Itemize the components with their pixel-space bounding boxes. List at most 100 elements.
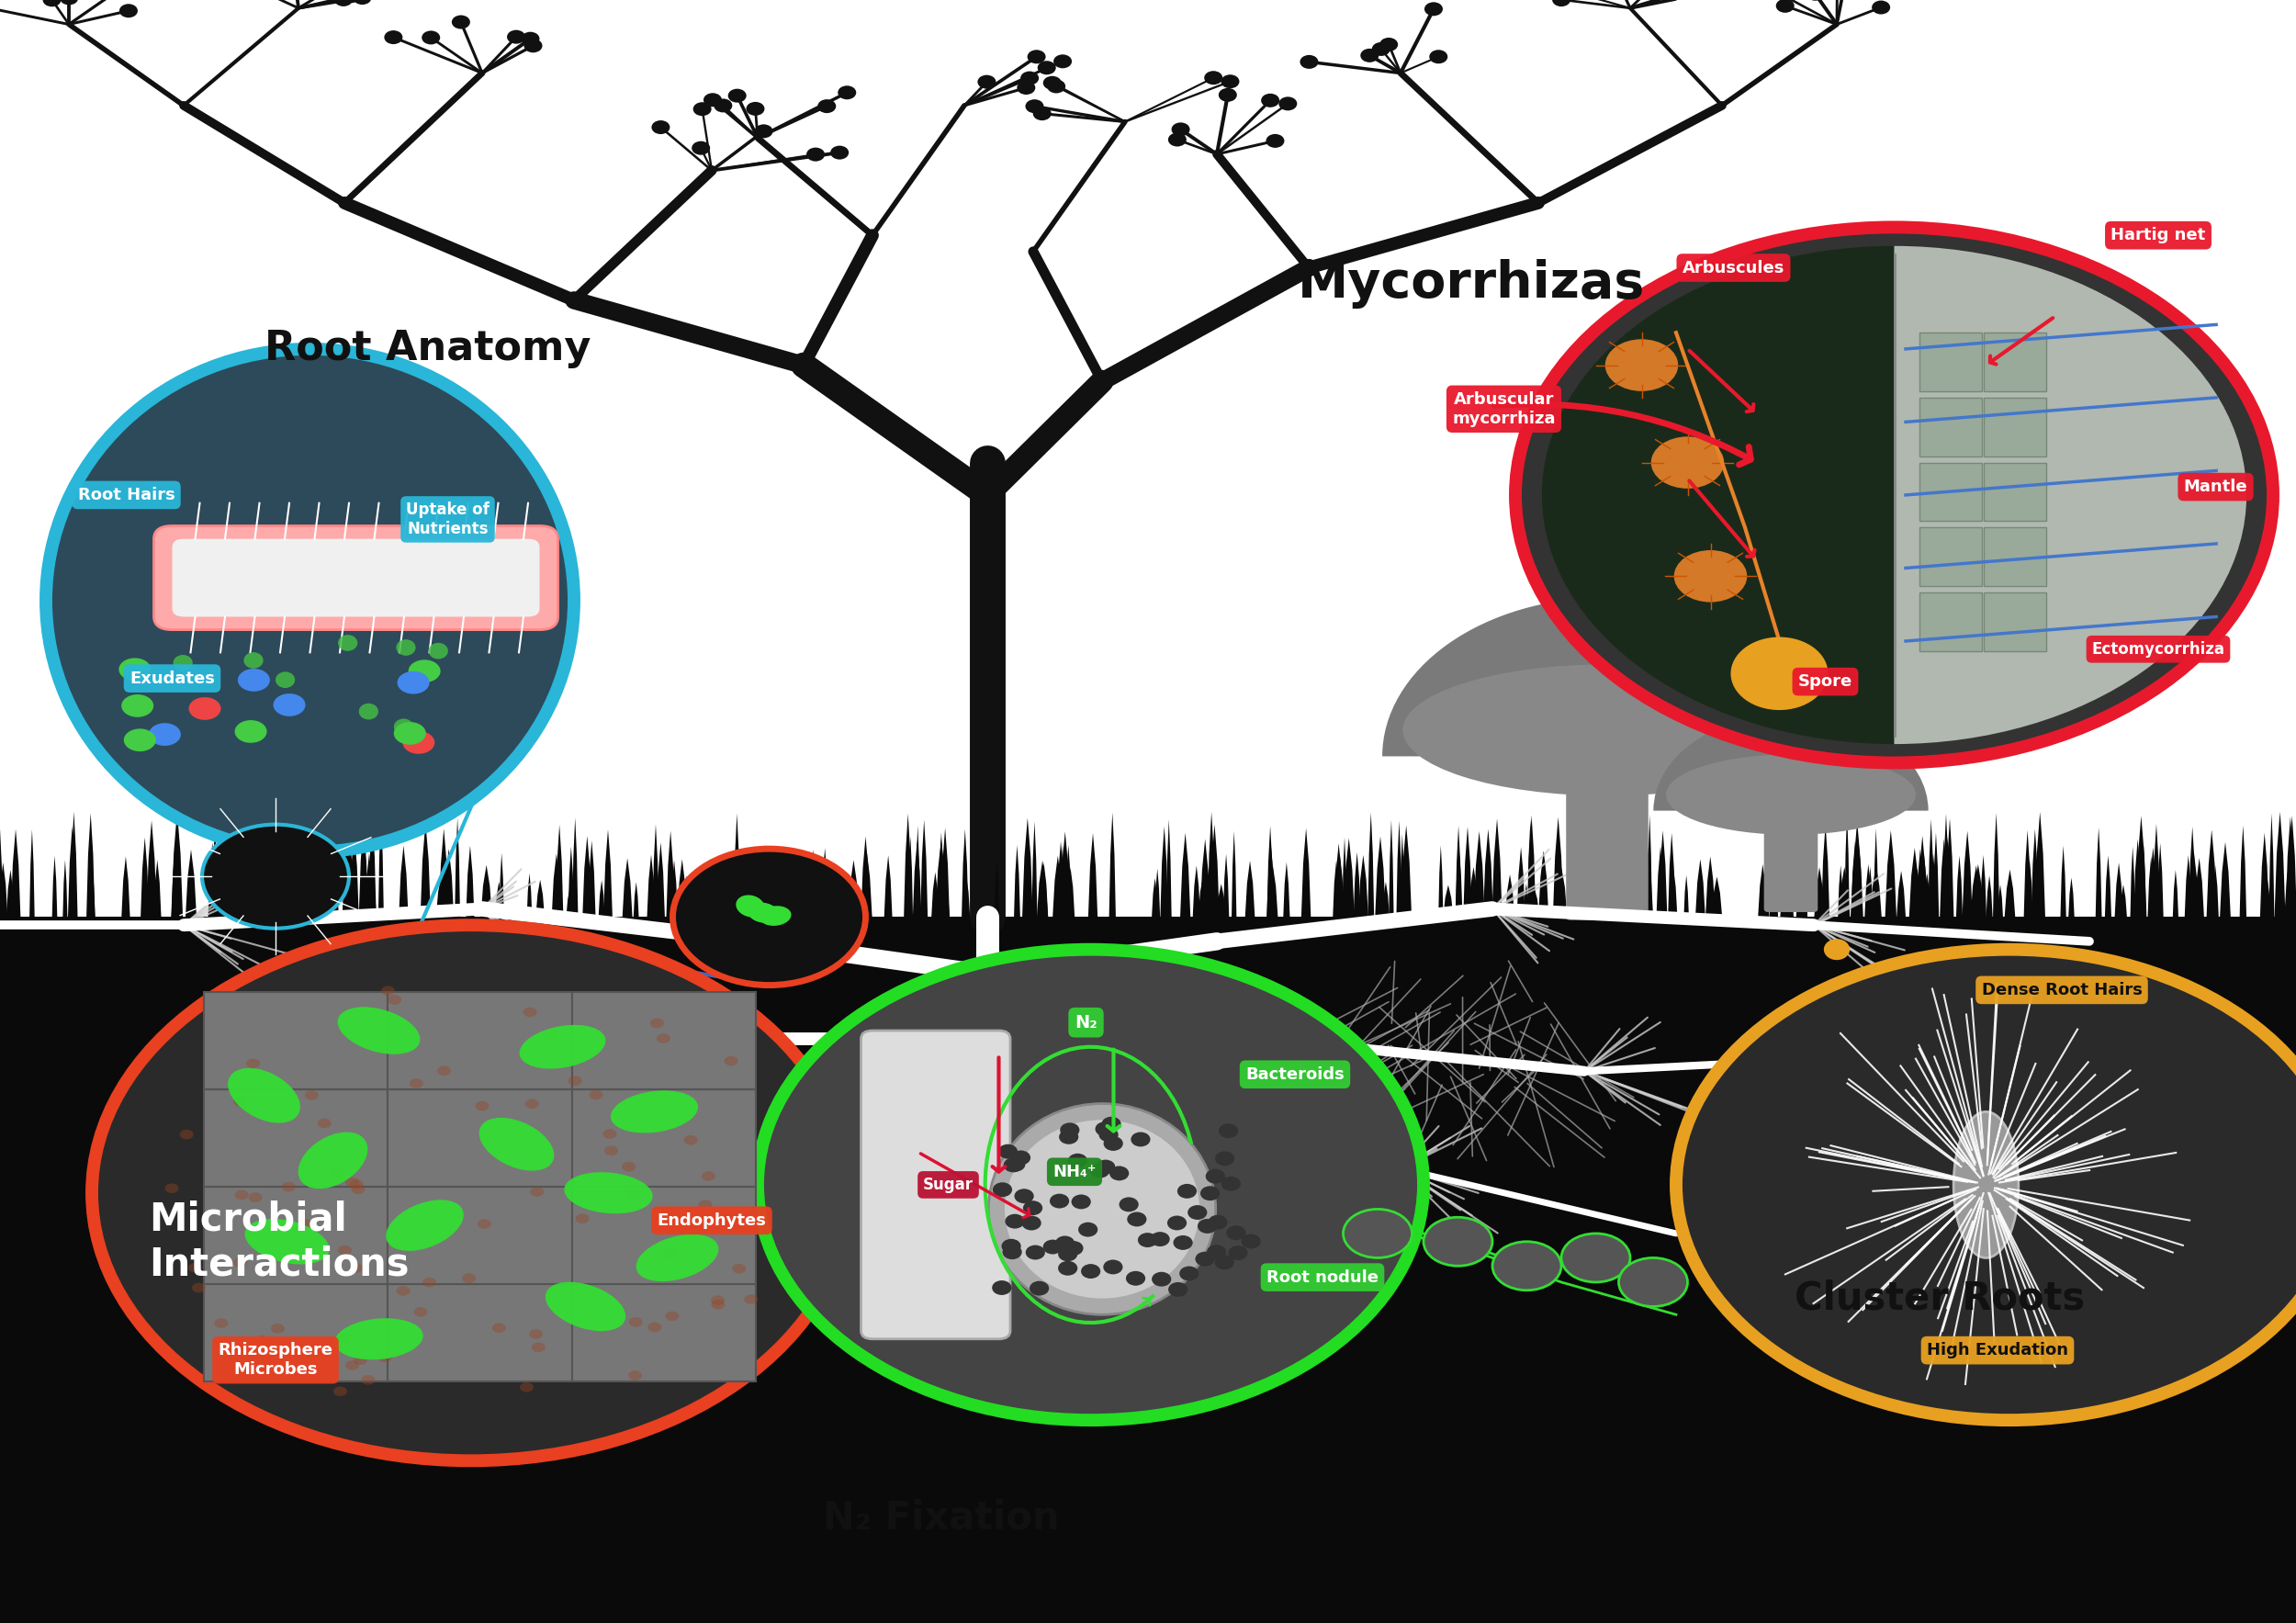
Polygon shape [2147, 857, 2154, 917]
Ellipse shape [1208, 1216, 1228, 1230]
Polygon shape [1568, 815, 1573, 917]
Ellipse shape [172, 654, 193, 670]
Polygon shape [634, 881, 638, 917]
Polygon shape [1217, 885, 1226, 917]
Ellipse shape [1605, 339, 1678, 391]
Ellipse shape [1775, 0, 1793, 13]
Polygon shape [2142, 846, 2147, 917]
Polygon shape [400, 868, 406, 917]
Polygon shape [939, 833, 944, 917]
Ellipse shape [737, 894, 765, 917]
Polygon shape [1619, 839, 1628, 917]
Ellipse shape [1038, 60, 1056, 75]
Polygon shape [2188, 826, 2195, 917]
Polygon shape [2287, 816, 2296, 917]
Polygon shape [243, 821, 248, 917]
Polygon shape [1795, 855, 1805, 917]
Polygon shape [2096, 828, 2101, 917]
Polygon shape [1210, 824, 1219, 917]
Polygon shape [282, 870, 289, 917]
Polygon shape [941, 828, 951, 917]
Polygon shape [1166, 820, 1171, 917]
Polygon shape [572, 818, 579, 917]
Polygon shape [172, 812, 184, 917]
Ellipse shape [652, 120, 670, 135]
Polygon shape [87, 813, 94, 917]
Polygon shape [2032, 829, 2039, 917]
Polygon shape [1063, 876, 1068, 917]
Ellipse shape [1095, 1160, 1116, 1175]
Polygon shape [1970, 865, 1981, 917]
Circle shape [188, 698, 220, 721]
Polygon shape [305, 826, 312, 917]
Circle shape [567, 1076, 581, 1086]
Ellipse shape [1221, 1177, 1240, 1191]
Polygon shape [1267, 846, 1274, 917]
Ellipse shape [335, 0, 354, 6]
Polygon shape [810, 849, 817, 917]
Polygon shape [1469, 867, 1479, 917]
Polygon shape [1683, 875, 1690, 917]
Polygon shape [1770, 829, 1777, 917]
Ellipse shape [1203, 71, 1221, 84]
Polygon shape [298, 865, 310, 917]
Ellipse shape [243, 652, 264, 669]
Polygon shape [535, 880, 544, 917]
Text: Mycorrhizas: Mycorrhizas [1297, 260, 1644, 308]
Polygon shape [735, 813, 739, 917]
Ellipse shape [1424, 2, 1442, 16]
Ellipse shape [978, 75, 996, 89]
Polygon shape [1522, 885, 1529, 917]
Ellipse shape [1139, 1233, 1157, 1248]
Polygon shape [370, 870, 377, 917]
Ellipse shape [1125, 1271, 1146, 1285]
FancyBboxPatch shape [572, 1284, 755, 1381]
Polygon shape [234, 862, 243, 917]
Ellipse shape [1221, 75, 1240, 88]
Ellipse shape [227, 1068, 301, 1123]
Polygon shape [211, 826, 218, 917]
Polygon shape [1577, 846, 1584, 917]
Polygon shape [760, 846, 771, 917]
Circle shape [165, 1183, 179, 1193]
Polygon shape [726, 880, 732, 917]
Bar [0, 917, 2296, 1623]
Polygon shape [1208, 812, 1215, 917]
FancyBboxPatch shape [388, 992, 572, 1089]
FancyBboxPatch shape [572, 992, 755, 1089]
Ellipse shape [1026, 99, 1045, 114]
Circle shape [544, 1029, 558, 1039]
Ellipse shape [1219, 1123, 1238, 1138]
Ellipse shape [1178, 1183, 1196, 1198]
Polygon shape [443, 849, 455, 917]
Polygon shape [1456, 849, 1463, 917]
Polygon shape [2285, 816, 2296, 917]
Polygon shape [1940, 839, 1947, 917]
Ellipse shape [338, 635, 358, 651]
Ellipse shape [1171, 122, 1189, 136]
Ellipse shape [383, 31, 402, 44]
FancyBboxPatch shape [204, 1186, 388, 1284]
Ellipse shape [1017, 81, 1035, 94]
Polygon shape [2007, 886, 2014, 917]
Ellipse shape [44, 0, 62, 6]
Ellipse shape [1403, 664, 1812, 795]
Circle shape [149, 724, 181, 747]
Circle shape [409, 661, 441, 683]
Polygon shape [551, 854, 560, 917]
Polygon shape [2133, 839, 2142, 917]
Polygon shape [1839, 867, 1851, 917]
Text: Uptake of
Nutrients: Uptake of Nutrients [406, 502, 489, 537]
Polygon shape [1088, 833, 1097, 917]
Polygon shape [1203, 868, 1215, 917]
FancyBboxPatch shape [1984, 463, 2046, 521]
Polygon shape [289, 812, 294, 917]
Ellipse shape [397, 639, 416, 656]
Polygon shape [1570, 820, 1575, 917]
Polygon shape [2183, 855, 2193, 917]
Ellipse shape [1261, 94, 1279, 107]
Polygon shape [360, 872, 372, 917]
Ellipse shape [693, 102, 712, 115]
Polygon shape [1375, 836, 1387, 917]
Polygon shape [248, 870, 259, 917]
